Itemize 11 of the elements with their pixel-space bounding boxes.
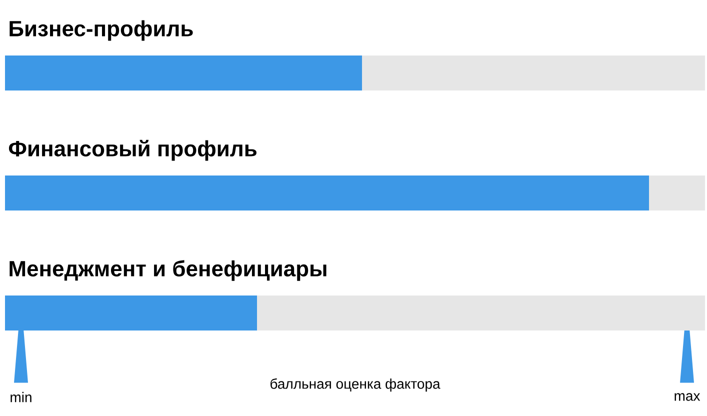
- x-axis-title: балльная оценка фактора: [270, 378, 440, 392]
- bar: [362, 55, 706, 90]
- y-tick-label: Финансовый профиль: [8, 140, 256, 161]
- bar: [257, 296, 706, 331]
- bar: [5, 55, 362, 90]
- y-tick-label: Менеджмент и бенефициары: [10, 260, 326, 281]
- text: max: [674, 393, 700, 401]
- text: min: [10, 392, 32, 402]
- bar: [649, 176, 706, 211]
- bar: [5, 176, 650, 211]
- y-tick-label: Бизнес-профиль: [10, 20, 193, 41]
